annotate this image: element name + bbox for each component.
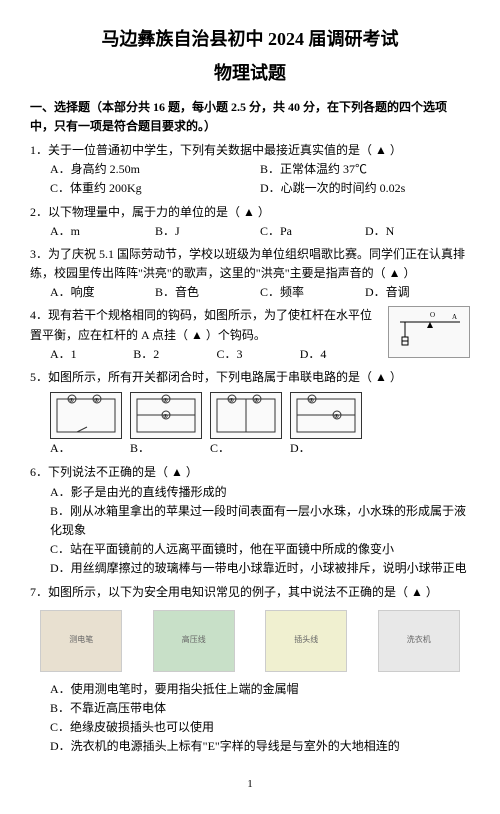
q7-option-d: D．洗衣机的电源插头上标有"E"字样的导线是与室外的大地相连的 [50,737,470,756]
q5-circuit-d: ⊗ ⊗ D． [290,392,362,458]
q5-text: 5．如图所示，所有开关都闭合时，下列电路属于串联电路的是（ ▲ ） [30,368,470,387]
q4-option-c: C．3 [217,345,300,364]
q5-label-c: C． [210,439,282,458]
q6-option-a: A．影子是由光的直线传播形成的 [50,483,470,502]
q5-circuit-b: ⊗ ⊗ B． [130,392,202,458]
q3-text: 3．为了庆祝 5.1 国际劳动节，学校以班级为单位组织唱歌比赛。同学们正在认真排… [30,245,470,283]
q7-image-c: 插头线 [265,610,347,672]
q1-option-a: A．身高约 2.50m [50,160,260,179]
q7-option-b: B．不靠近高压带电体 [50,699,470,718]
svg-text:⊗: ⊗ [334,414,339,420]
q4-figure: A O [388,306,470,358]
q6-option-b: B．刚从冰箱里拿出的苹果过一段时间表面有一层小水珠，小水珠的形成属于液化现象 [50,502,470,540]
svg-text:O: O [430,311,435,319]
q3-option-b: B．音色 [155,283,260,302]
q4-option-a: A．1 [50,345,133,364]
q2-option-c: C．Pa [260,222,365,241]
q6-text: 6．下列说法不正确的是（ ▲ ） [30,463,470,482]
q6-option-d: D．用丝绸摩擦过的玻璃棒与一带电小球靠近时，小球被排斥，说明小球带正电 [50,559,470,578]
q4-option-b: B．2 [133,345,216,364]
svg-text:⊗: ⊗ [94,398,99,404]
page-number: 1 [30,776,470,794]
question-3: 3．为了庆祝 5.1 国际劳动节，学校以班级为单位组织唱歌比赛。同学们正在认真排… [30,245,470,303]
svg-text:⊗: ⊗ [163,414,168,420]
q7-option-c: C．绝缘皮破损插头也可以使用 [50,718,470,737]
question-4: A O 4．现有若干个规格相同的钩码，如图所示，为了使杠杆在水平位置平衡，应在杠… [30,306,470,364]
question-1: 1．关于一位普通初中学生，下列有关数据中最接近真实值的是（ ▲ ） A．身高约 … [30,141,470,199]
question-7: 7．如图所示，以下为安全用电知识常见的例子，其中说法不正确的是（ ▲ ） 测电笔… [30,583,470,757]
svg-text:⊗: ⊗ [229,398,234,404]
q5-circuit-c: ⊗ ⊗ C． [210,392,282,458]
q5-label-b: B． [130,439,202,458]
q3-option-c: C．频率 [260,283,365,302]
q7-text: 7．如图所示，以下为安全用电知识常见的例子，其中说法不正确的是（ ▲ ） [30,583,470,602]
q3-option-a: A．响度 [50,283,155,302]
exam-subtitle: 物理试题 [30,59,470,88]
q1-text: 1．关于一位普通初中学生，下列有关数据中最接近真实值的是（ ▲ ） [30,141,470,160]
q1-option-c: C．体重约 200Kg [50,179,260,198]
question-5: 5．如图所示，所有开关都闭合时，下列电路属于串联电路的是（ ▲ ） ⊗ ⊗ A． [30,368,470,458]
svg-text:A: A [452,313,457,321]
section-1-header: 一、选择题（本部分共 16 题，每小题 2.5 分，共 40 分，在下列各题的四… [30,98,470,136]
svg-text:⊗: ⊗ [309,398,314,404]
q7-image-a: 测电笔 [40,610,122,672]
question-2: 2．以下物理量中，属于力的单位的是（ ▲ ） A．m B．J C．Pa D．N [30,203,470,241]
q7-image-b: 高压线 [153,610,235,672]
svg-text:⊗: ⊗ [254,398,259,404]
q6-option-c: C．站在平面镜前的人远离平面镜时，他在平面镜中所成的像变小 [50,540,470,559]
question-6: 6．下列说法不正确的是（ ▲ ） A．影子是由光的直线传播形成的 B．刚从冰箱里… [30,463,470,578]
q2-text: 2．以下物理量中，属于力的单位的是（ ▲ ） [30,203,470,222]
q5-circuit-a: ⊗ ⊗ A． [50,392,122,458]
q4-option-d: D．4 [300,345,383,364]
q1-option-d: D．心跳一次的时间约 0.02s [260,179,470,198]
q5-label-a: A． [50,439,122,458]
q1-option-b: B．正常体温约 37℃ [260,160,470,179]
q7-option-a: A．使用测电笔时，要用指尖抵住上端的金属帽 [50,680,470,699]
q7-image-d: 洗衣机 [378,610,460,672]
q2-option-a: A．m [50,222,155,241]
q3-option-d: D．音调 [365,283,470,302]
q5-label-d: D． [290,439,362,458]
svg-text:⊗: ⊗ [69,398,74,404]
q2-option-d: D．N [365,222,470,241]
svg-text:⊗: ⊗ [163,398,168,404]
exam-title: 马边彝族自治县初中 2024 届调研考试 [30,25,470,54]
q2-option-b: B．J [155,222,260,241]
